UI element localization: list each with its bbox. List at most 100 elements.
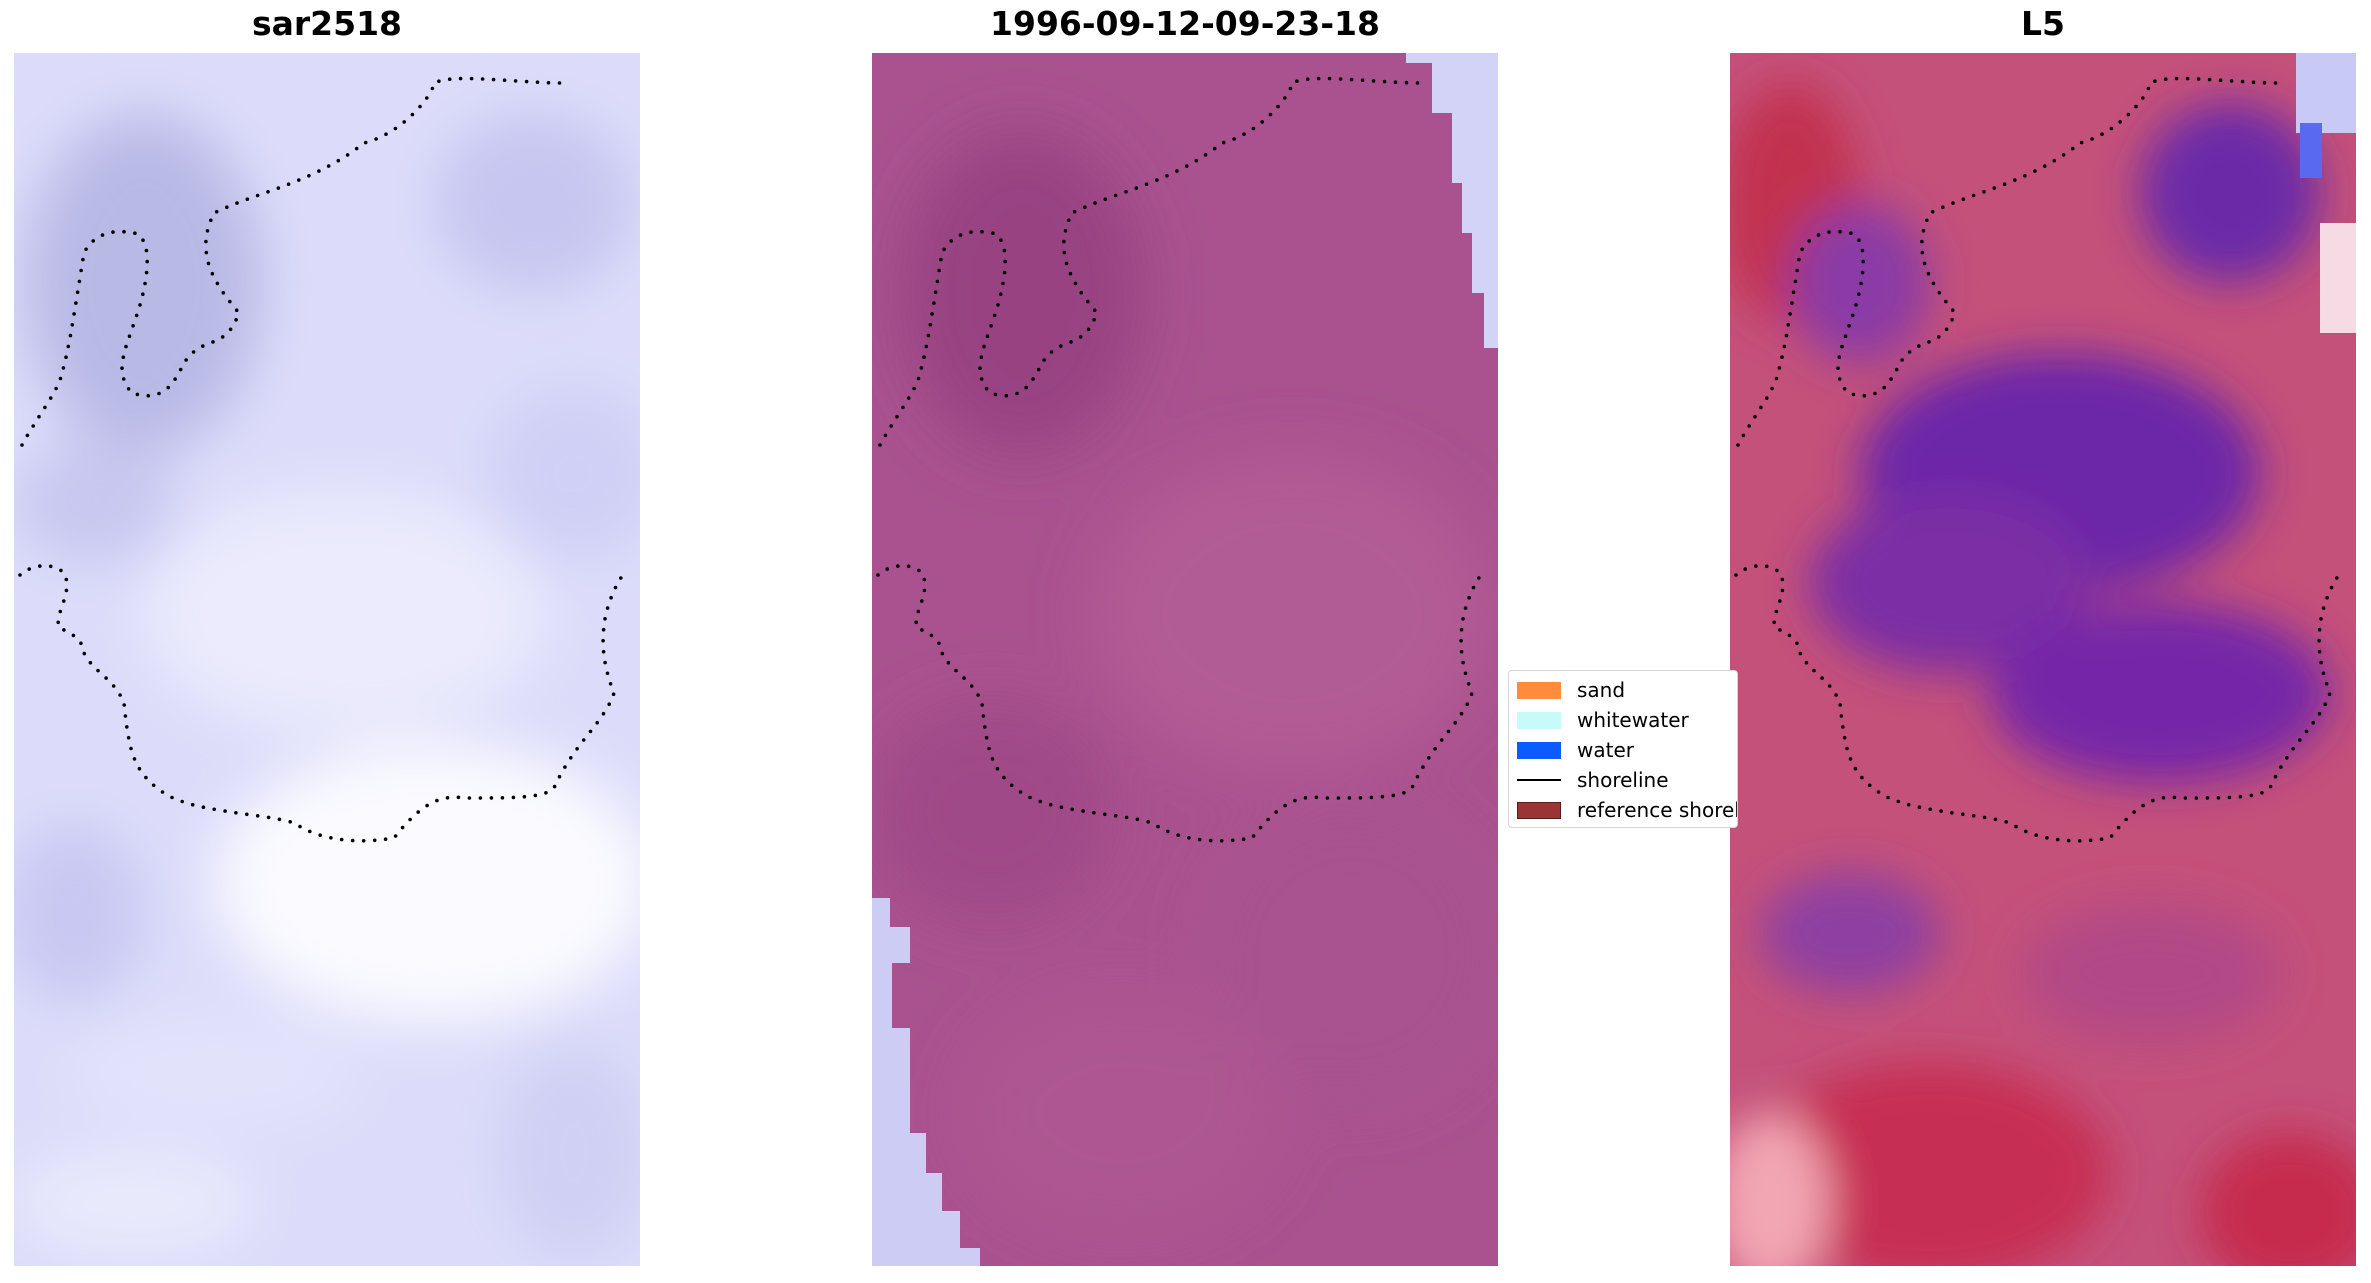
shoreline-dot — [1059, 344, 1063, 348]
shoreline-dot — [1009, 783, 1014, 788]
shoreline-dot — [456, 795, 461, 800]
shoreline-dot — [1274, 810, 1278, 814]
shoreline-dot — [613, 585, 618, 590]
shoreline-dot — [2249, 793, 2254, 798]
shoreline-dot — [946, 660, 951, 665]
shoreline-dot — [2118, 120, 2122, 124]
shoreline-dot — [1770, 386, 1774, 391]
shoreline-dot — [1936, 335, 1941, 339]
shoreline-dot — [1857, 292, 1861, 296]
shoreline-dot — [126, 735, 131, 740]
shoreline-dot — [1741, 433, 1746, 438]
shoreline-dot — [533, 793, 538, 798]
shoreline-dot — [906, 564, 911, 569]
shoreline-dot — [1843, 334, 1848, 339]
shoreline-dot — [288, 820, 293, 824]
shoreline-dot — [2227, 795, 2232, 800]
shoreline-dot — [1782, 344, 1787, 349]
shoreline-dot — [408, 817, 412, 822]
shoreline-dot — [137, 766, 142, 771]
shoreline-dot — [601, 638, 605, 643]
shoreline-dot — [132, 757, 137, 761]
shoreline-dot — [982, 344, 986, 349]
shoreline-dot — [1295, 79, 1299, 83]
shoreline-dot — [1941, 205, 1945, 209]
shoreline-dot — [1083, 205, 1087, 209]
shoreline-dot — [2034, 833, 2038, 837]
shoreline-dot — [1349, 77, 1354, 82]
shoreline-dot — [1889, 377, 1893, 381]
shoreline-dot — [206, 261, 211, 266]
shoreline-dot — [129, 746, 133, 751]
shoreline-dot — [1798, 651, 1803, 656]
shoreline-dot — [1930, 209, 1935, 214]
shoreline-dot — [1836, 366, 1840, 371]
shoreline-dot — [1838, 703, 1842, 707]
shoreline-dot — [1827, 684, 1832, 688]
shoreline-dot — [416, 810, 421, 814]
shoreline-dot — [410, 112, 415, 117]
shoreline-dot — [1838, 229, 1842, 234]
shoreline-dot — [1048, 802, 1053, 807]
shoreline-dot — [1837, 377, 1842, 381]
shoreline-dot — [339, 837, 344, 842]
shoreline-dot — [1063, 229, 1068, 233]
shoreline-dot — [2033, 169, 2037, 173]
shoreline-dot — [2218, 78, 2223, 82]
shoreline-dot — [1072, 209, 1077, 214]
shoreline-dots — [18, 76, 623, 843]
shoreline-dot — [2141, 803, 2145, 808]
shoreline-dot — [1931, 281, 1936, 286]
shoreline-dot — [912, 386, 916, 391]
shoreline-dot — [1961, 197, 1966, 201]
sar-image-panel — [14, 53, 640, 1266]
shoreline-dot — [1081, 809, 1085, 813]
shoreline-dot — [2317, 649, 2322, 654]
shoreline-dot — [1059, 805, 1064, 809]
shoreline-dot — [111, 230, 115, 234]
shoreline-dot — [500, 796, 505, 800]
shoreline-dot — [2024, 829, 2028, 834]
shoreline-dot — [603, 617, 607, 621]
shoreline-dot — [1156, 824, 1160, 829]
shoreline-dot — [609, 595, 613, 600]
shoreline-dot — [1939, 809, 1943, 813]
shoreline-dot — [1078, 335, 1083, 339]
shoreline-dot — [1900, 358, 1904, 362]
shoreline-dot — [917, 568, 921, 573]
shoreline-dot — [2109, 126, 2114, 131]
shoreline-dot — [1197, 837, 1202, 842]
shoreline-dot — [79, 641, 83, 646]
shoreline-dot — [1754, 564, 1758, 568]
shoreline-dot — [603, 660, 607, 665]
shoreline-dot — [170, 795, 174, 800]
shoreline-dot — [605, 606, 610, 610]
shoreline-dot — [1882, 385, 1886, 390]
shoreline-dot — [43, 405, 47, 410]
sand-swatch — [1517, 681, 1561, 699]
shoreline-dot — [1459, 627, 1464, 632]
shoreline-dot — [1827, 230, 1831, 234]
shoreline-dot — [1795, 641, 1799, 646]
shoreline-dot — [120, 366, 124, 371]
shoreline-dot — [64, 577, 69, 582]
shoreline-dot — [1446, 729, 1451, 734]
shoreline-dot — [48, 396, 53, 400]
shoreline-dot — [1402, 791, 1406, 795]
shoreline-dot — [2317, 711, 2322, 716]
shoreline-dot — [374, 137, 378, 141]
shoreline-dot — [480, 77, 485, 81]
shoreline-dot — [66, 344, 71, 349]
shoreline-dot — [1092, 308, 1097, 312]
shoreline-dot — [1471, 585, 1476, 590]
shoreline-dot — [1775, 568, 1779, 573]
shoreline-dot — [125, 725, 129, 729]
shoreline-dot — [2042, 164, 2047, 168]
shoreline-dot — [1894, 367, 1899, 372]
shoreline-dot — [2273, 81, 2278, 85]
shoreline-dot — [1002, 270, 1007, 275]
water-swatch — [1517, 741, 1561, 759]
shoreline-dot — [2088, 838, 2093, 843]
shoreline-dot — [502, 78, 507, 82]
shoreline-dot — [1208, 838, 1213, 843]
